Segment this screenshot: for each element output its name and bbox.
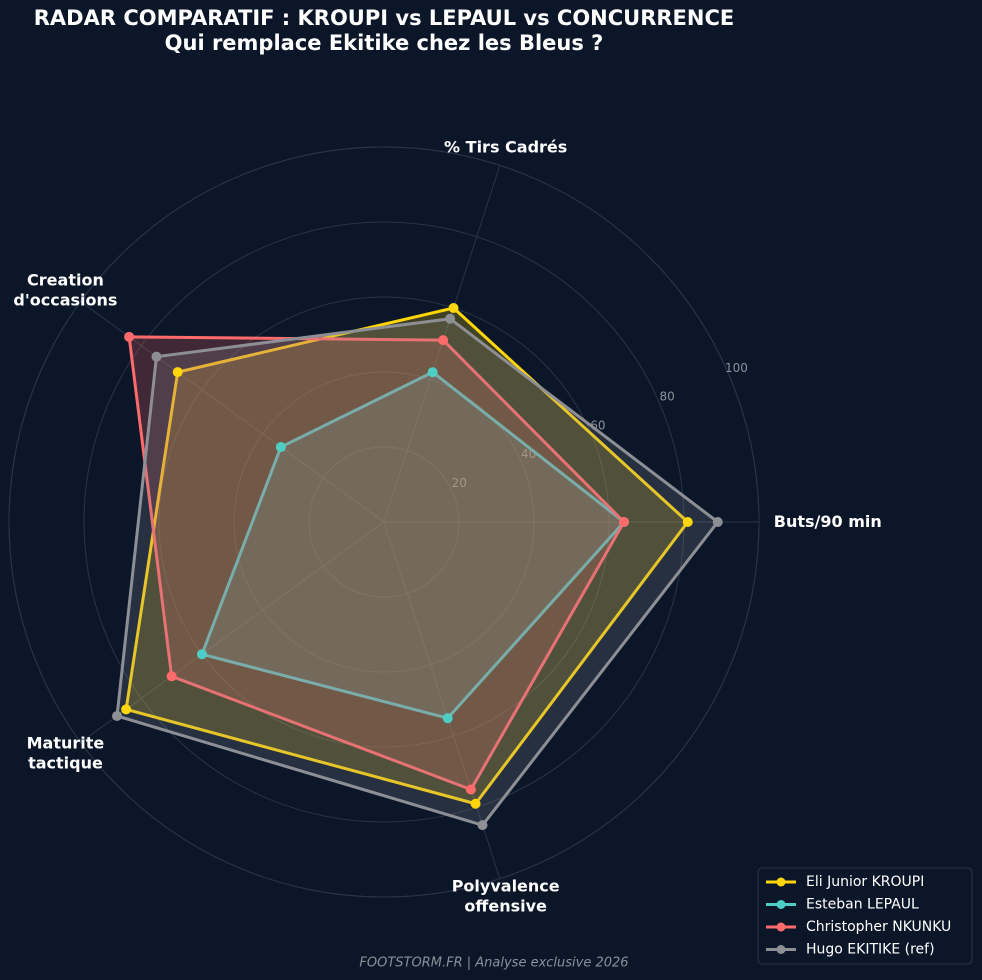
data-point <box>448 303 459 314</box>
series-area <box>115 317 720 827</box>
category-label: Creation d'occasions <box>13 270 117 309</box>
legend-label: Christopher NKUNKU <box>806 919 951 935</box>
series-area <box>124 306 690 806</box>
r-tick-label: 80 <box>660 390 675 404</box>
legend-marker <box>776 922 786 932</box>
legend-marker <box>776 877 786 887</box>
data-point <box>172 367 183 378</box>
axis-spoke <box>383 521 501 879</box>
legend-label: Eli Junior KROUPI <box>806 874 924 890</box>
data-point <box>470 798 481 809</box>
data-point <box>275 442 286 453</box>
chart-title: RADAR COMPARATIF : KROUPI vs LEPAUL vs C… <box>34 6 735 30</box>
data-point <box>151 351 162 362</box>
data-point <box>124 331 135 342</box>
data-point <box>121 704 132 715</box>
category-label: % Tirs Cadrés <box>444 137 567 156</box>
chart-subtitle: Qui remplace Ekitike chez les Bleus ? <box>165 31 604 55</box>
category-label: Polyvalence offensive <box>452 876 560 915</box>
legend-marker <box>776 900 786 909</box>
data-point <box>465 784 476 795</box>
data-point <box>438 335 449 346</box>
data-point <box>166 671 177 682</box>
data-point <box>712 517 723 527</box>
category-label: Buts/90 min <box>774 512 882 531</box>
legend-label: Esteban LEPAUL <box>806 897 919 913</box>
r-tick-label: 20 <box>452 476 467 490</box>
data-point <box>196 649 207 660</box>
legend-label: Hugo EKITIKE (ref) <box>806 942 935 958</box>
data-point <box>442 713 453 724</box>
data-point <box>477 820 488 831</box>
series-area <box>200 370 626 720</box>
data-point <box>112 710 123 721</box>
data-point <box>619 517 629 527</box>
footer: FOOTSTORM.FR | Analyse exclusive 2026 <box>359 956 628 971</box>
legend-box <box>757 867 973 965</box>
data-point <box>445 313 456 324</box>
r-tick-label: 100 <box>725 361 748 375</box>
legend-marker <box>776 945 786 954</box>
category-label: Maturite tactique <box>27 733 105 772</box>
data-point <box>682 517 693 527</box>
series-area <box>127 335 626 791</box>
data-point <box>427 367 438 378</box>
axis-spoke <box>80 521 385 743</box>
